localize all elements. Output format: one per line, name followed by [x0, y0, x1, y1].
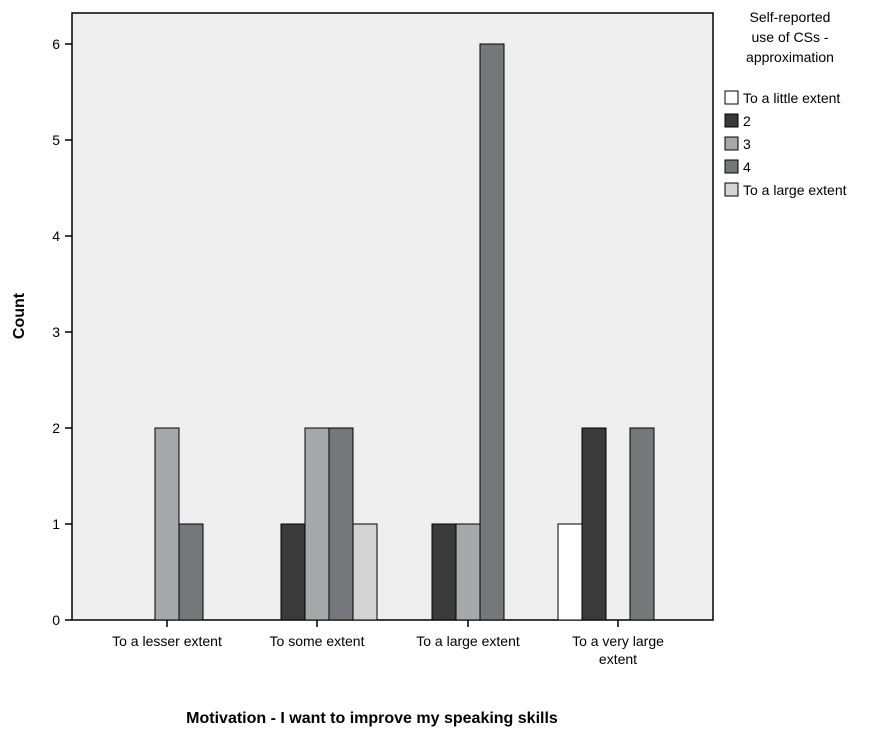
x-axis: To a lesser extent To some extent To a lar… [112, 620, 664, 667]
legend-title: Self-reported use of CSs -approximation [746, 9, 834, 65]
bar-2-cat4 [581, 427, 607, 621]
x-tick-label: To a lesser extent [112, 633, 222, 649]
legend-swatch [724, 90, 739, 105]
bar-4-cat3 [479, 43, 505, 621]
y-tick-label: 1 [52, 516, 60, 532]
x-axis-title: Motivation - I want to improve my speaki… [186, 710, 558, 727]
legend-swatch [724, 159, 739, 174]
bar-4-cat2 [328, 427, 354, 621]
bar-4-cat1 [178, 523, 204, 621]
legend-label: To a large extent [743, 182, 847, 198]
bar-to-a-large-extent-cat2 [352, 523, 378, 621]
bar-3-cat1 [154, 427, 180, 621]
legend-swatch [724, 182, 739, 197]
x-tick-label: To a very large extent [572, 633, 664, 667]
legend-swatch [724, 136, 739, 151]
y-tick-label: 5 [52, 132, 60, 148]
bars-group [154, 43, 655, 621]
y-tick-label: 6 [52, 36, 60, 52]
bar-4-cat4 [629, 427, 655, 621]
bar-2-cat3 [431, 523, 457, 621]
legend: Self-reported use of CSs -approximation To… [724, 9, 847, 198]
legend-label: 4 [743, 159, 751, 175]
x-tick-label: To some extent [270, 633, 365, 649]
x-tick-label: To a large extent [416, 633, 520, 649]
y-axis-title: Count [11, 292, 28, 339]
bar-2-cat2 [280, 523, 306, 621]
legend-label: 3 [743, 136, 751, 152]
bar-to-a-little-extent-cat4 [557, 523, 583, 621]
y-tick-label: 4 [52, 228, 60, 244]
y-tick-label: 2 [52, 420, 60, 436]
y-tick-label: 0 [52, 612, 60, 628]
y-axis: 0 1 2 3 4 5 6 [52, 36, 72, 628]
legend-label: To a little extent [743, 90, 840, 106]
bar-3-cat3 [455, 523, 481, 621]
legend-swatch [724, 113, 739, 128]
y-tick-label: 3 [52, 324, 60, 340]
bar-3-cat2 [304, 427, 330, 621]
legend-label: 2 [743, 113, 751, 129]
